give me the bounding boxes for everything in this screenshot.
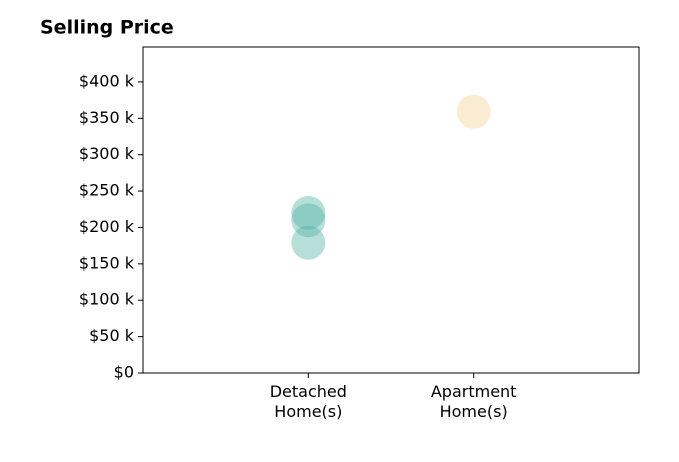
y-tick-label: $300 k (79, 144, 135, 163)
point (291, 203, 326, 238)
point (456, 94, 491, 129)
y-tick-label: $150 k (79, 253, 135, 272)
chart-title: Selling Price (40, 17, 174, 39)
y-tick-label: $50 k (89, 326, 135, 345)
x-tick-label: Apartment Home(s) (430, 382, 517, 421)
y-tick-label: $400 k (79, 71, 135, 90)
y-tick-label: $350 k (79, 108, 135, 127)
point (291, 195, 326, 230)
y-tick-label: $100 k (79, 290, 135, 309)
y-tick-label: $200 k (79, 217, 135, 236)
y-tick-label: $0 (114, 363, 134, 382)
point (291, 225, 326, 260)
x-tick-label: Detached Home(s) (269, 382, 347, 421)
y-tick-label: $250 k (79, 181, 135, 200)
plot-frame (142, 46, 640, 374)
